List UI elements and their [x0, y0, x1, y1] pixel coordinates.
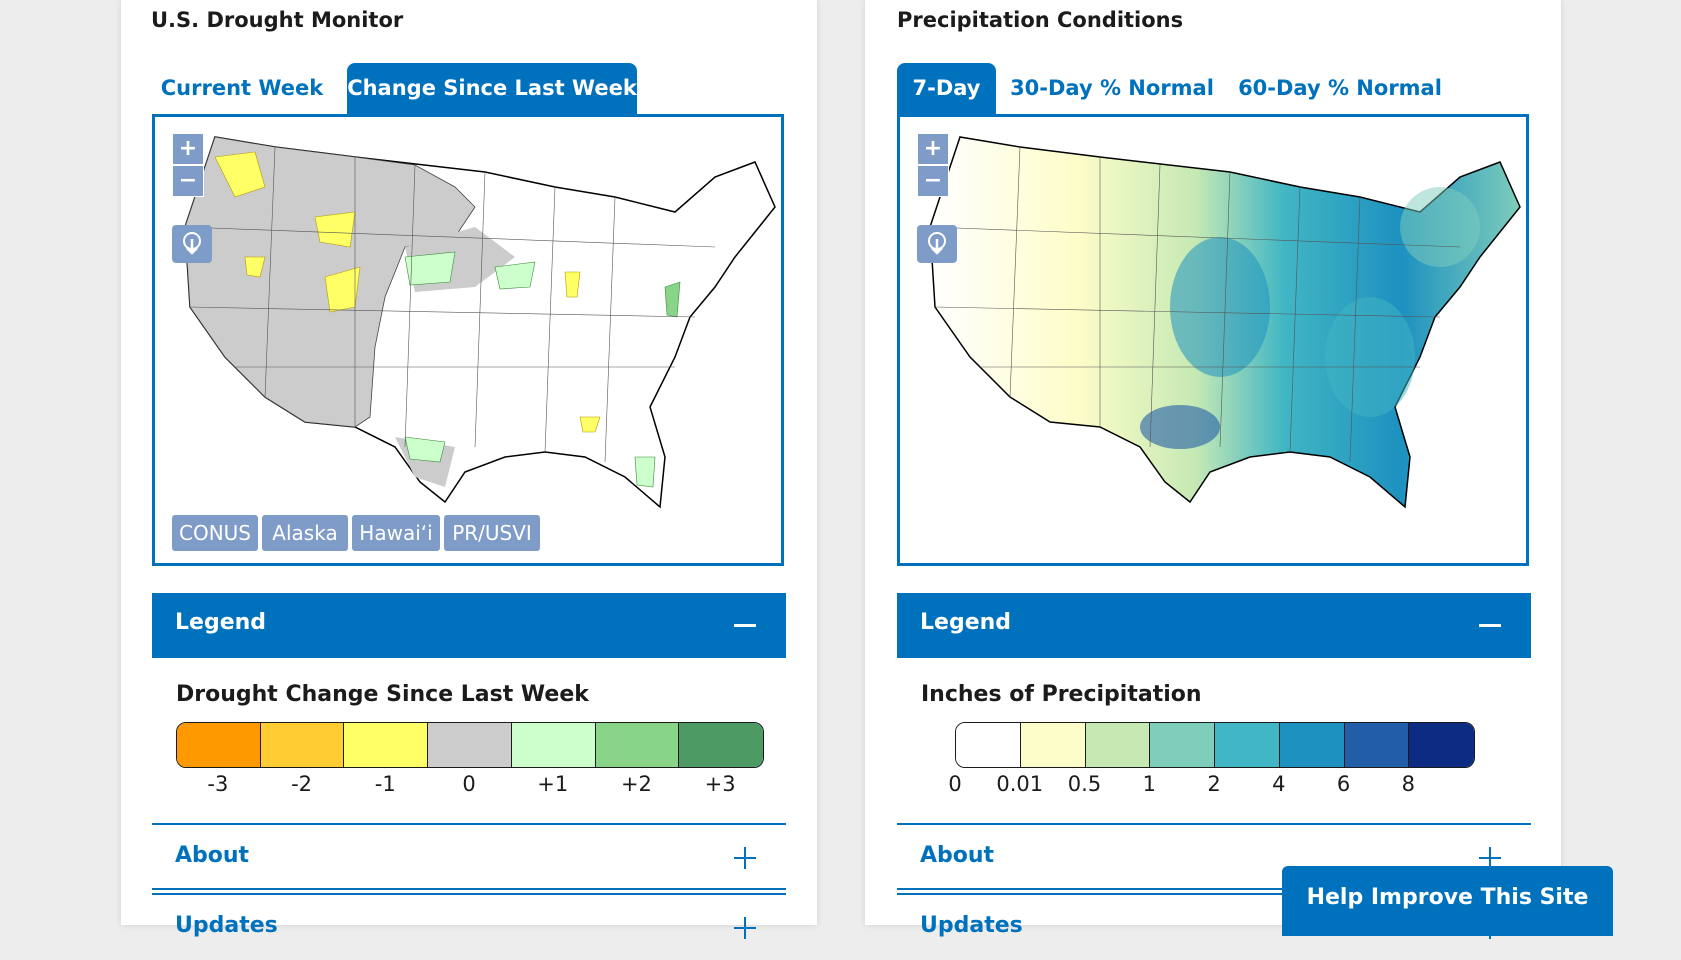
scale-tick-label: 8 [1401, 772, 1415, 796]
tab-change-since-last-week[interactable]: Change Since Last Week [347, 63, 637, 115]
state-boundaries [184, 146, 716, 463]
drought-change-map-image [184, 136, 776, 509]
scale-swatch [260, 723, 345, 767]
tab-current-week[interactable]: Current Week [160, 76, 324, 100]
help-improve-site-button[interactable]: Help Improve This Site [1282, 866, 1613, 936]
region-hawaii-button[interactable]: Hawaiʻi [352, 515, 440, 551]
scale-tick-label: 1 [1142, 772, 1156, 796]
legend-title: Drought Change Since Last Week [176, 682, 589, 707]
yellow-patch-nw [214, 151, 266, 198]
expand-icon [734, 917, 756, 939]
scale-swatch [511, 723, 596, 767]
zoom-out-button[interactable]: − [917, 165, 949, 197]
updates-accordion[interactable]: Updates [152, 893, 786, 960]
scale-tick-label: 0.5 [1067, 772, 1102, 796]
yellow-patch-idaho [314, 211, 356, 248]
expand-icon [1479, 847, 1501, 869]
scale-swatch [428, 723, 512, 767]
region-pr-usvi-button[interactable]: PR/USVI [444, 515, 540, 551]
download-icon [928, 232, 946, 255]
scale-tick-label: -2 [291, 772, 313, 796]
legend-toggle[interactable]: Legend [897, 593, 1531, 658]
scale-swatch [1085, 723, 1151, 767]
heavy-precip-plains [1170, 237, 1270, 377]
tab-60-day-normal[interactable]: 60-Day % Normal [1238, 76, 1442, 100]
scale-swatch [177, 723, 261, 767]
drought-monitor-card: U.S. Drought Monitor Current Week Change… [121, 0, 817, 939]
updates-label: Updates [920, 913, 1023, 938]
precipitation-color-scale [955, 722, 1475, 768]
region-conus-button[interactable]: CONUS [172, 515, 258, 551]
scale-swatch [1020, 723, 1086, 767]
scale-swatch [595, 723, 680, 767]
scale-tick-label: -3 [207, 772, 229, 796]
state-boundaries [929, 146, 1461, 463]
green-patch-east [664, 281, 681, 318]
scale-tick-label: 0.01 [996, 772, 1044, 796]
scale-tick-label: 0 [462, 772, 476, 796]
about-label: About [920, 843, 995, 868]
scale-tick-label: 6 [1336, 772, 1351, 796]
scale-tick-label: +2 [620, 772, 652, 796]
tab-30-day-normal[interactable]: 30-Day % Normal [1010, 76, 1214, 100]
about-label: About [175, 843, 250, 868]
scale-swatch [1344, 723, 1410, 767]
scale-tick-label: -1 [374, 772, 396, 796]
precipitation-map[interactable]: + − [897, 114, 1529, 566]
zoom-in-button[interactable]: + [917, 133, 949, 165]
drought-change-color-scale [176, 722, 764, 768]
zoom-in-button[interactable]: + [172, 133, 204, 165]
precipitation-card: Precipitation Conditions 7-Day 30-Day % … [865, 0, 1561, 939]
scale-swatch [956, 723, 1021, 767]
collapse-icon [1479, 624, 1501, 627]
download-icon [183, 232, 201, 255]
yellow-patch-oregon [244, 256, 266, 278]
expand-icon [734, 847, 756, 869]
scale-swatch [1409, 723, 1474, 767]
collapse-icon [734, 624, 756, 627]
scale-swatch [1150, 723, 1215, 767]
download-button[interactable] [917, 225, 957, 263]
green-patch-dakotas [404, 251, 456, 286]
legend-label: Legend [920, 610, 1012, 635]
drought-monitor-title: U.S. Drought Monitor [151, 8, 404, 32]
scale-swatch [1215, 723, 1280, 767]
scale-tick-label: 0 [948, 772, 962, 796]
green-patch-iowa [494, 261, 536, 290]
updates-label: Updates [175, 913, 278, 938]
precip-southeast [1325, 297, 1415, 417]
precipitation-map-image [929, 136, 1521, 509]
about-accordion[interactable]: About [152, 823, 786, 890]
scale-tick-label: +3 [704, 772, 736, 796]
legend-toggle[interactable]: Legend [152, 593, 786, 658]
scale-swatch [344, 723, 429, 767]
region-alaska-button[interactable]: Alaska [262, 515, 348, 551]
scale-tick-label: 4 [1272, 772, 1286, 796]
green-patch-texas [404, 436, 446, 463]
yellow-patch-alabama [579, 416, 601, 433]
drought-map[interactable]: + − CONUS Alaska Hawaiʻi PR/USVI [152, 114, 784, 566]
scale-tick-label: 2 [1207, 772, 1221, 796]
legend-label: Legend [175, 610, 267, 635]
about-accordion[interactable]: About [897, 823, 1531, 890]
precipitation-title: Precipitation Conditions [897, 8, 1184, 32]
tab-7-day[interactable]: 7-Day [897, 63, 996, 115]
heavy-precip-texas [1140, 405, 1220, 449]
precip-northeast [1400, 187, 1480, 267]
zoom-out-button[interactable]: − [172, 165, 204, 197]
legend-title: Inches of Precipitation [921, 682, 1202, 707]
green-patch-florida [634, 456, 656, 488]
download-button[interactable] [172, 225, 212, 263]
scale-swatch [679, 723, 763, 767]
scale-swatch [1279, 723, 1345, 767]
yellow-patch-illinois [564, 271, 581, 298]
scale-tick-label: +1 [537, 772, 569, 796]
